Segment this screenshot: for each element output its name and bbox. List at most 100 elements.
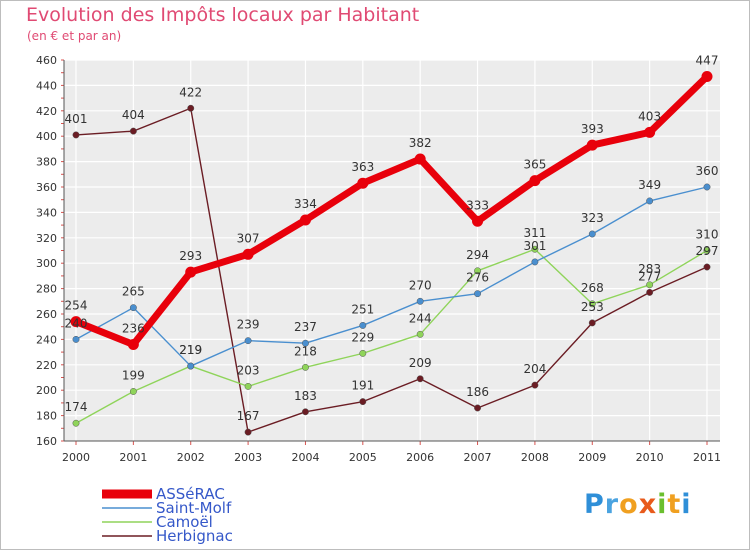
data-label: 403 [638,109,661,123]
data-point [703,183,711,191]
data-label: 323 [581,211,604,225]
data-point [357,177,369,189]
y-tick-label: 340 [36,206,57,219]
data-label: 229 [351,330,374,344]
logo-letter: i [681,489,692,520]
data-point [701,71,713,83]
data-label: 253 [581,300,604,314]
x-tick-label: 2000 [62,451,90,464]
data-point [244,382,252,390]
y-tick-label: 300 [36,257,57,270]
data-labels: 254 236 293 307 334 363 382 333 365 393 403 447 240 2… [65,54,719,424]
data-point [70,316,82,328]
data-label: 186 [466,385,489,399]
data-label: 251 [351,302,374,316]
plot-area [64,60,720,441]
data-label: 349 [638,178,661,192]
data-label: 401 [65,112,88,126]
data-point [416,375,424,383]
data-label: 183 [294,389,317,403]
data-label: 276 [466,271,489,285]
grid [64,59,720,441]
y-tick-label: 220 [36,359,57,372]
data-label: 422 [179,85,202,99]
data-point [474,404,481,412]
data-label: 301 [523,239,546,253]
logo-letter: x [638,489,658,520]
data-point [703,247,711,254]
y-tick-label: 320 [36,232,57,245]
legend-label: ASSéRAC [156,485,225,503]
data-point [588,300,596,308]
data-label: 167 [237,409,260,423]
data-label: 199 [122,368,145,382]
data-label: 333 [466,198,489,212]
data-label: 447 [696,54,719,68]
data-label: 311 [523,226,546,240]
data-point [185,266,197,278]
data-point [359,321,367,329]
data-point [646,288,654,296]
y-tick-label: 240 [36,333,57,346]
legend-label: Herbignac [156,527,233,545]
data-label: 236 [122,321,145,335]
series-line-Camoël [75,248,708,424]
y-tick-label: 200 [36,384,57,397]
data-point [302,408,309,416]
data-label: 240 [65,316,88,330]
series-lines [70,71,713,436]
data-label: 191 [351,379,374,393]
x-tick-label: 2001 [119,451,147,464]
x-tick-label: 2003 [234,451,262,464]
data-label: 293 [179,249,202,263]
x-tick-label: 2004 [291,451,319,464]
data-label: 393 [581,122,604,136]
data-label: 334 [294,197,317,211]
x-tick-label: 2011 [693,451,721,464]
data-label: 237 [294,320,317,334]
data-label: 209 [409,356,432,370]
data-label: 404 [122,108,145,122]
data-label: 277 [638,269,661,283]
chart-title: Evolution des Impôts locaux par Habitant [26,4,420,26]
data-point [414,153,426,165]
y-tick-label: 180 [36,410,57,423]
data-point [588,319,596,327]
data-point [302,363,309,371]
data-point [644,126,656,138]
data-point [72,419,80,427]
data-label: 365 [523,158,546,172]
data-label: 203 [237,363,260,377]
data-point [359,349,367,357]
data-label: 360 [696,164,719,178]
data-label: 174 [65,400,88,414]
data-label: 310 [696,228,719,242]
series-line-Herbignac [75,107,708,433]
y-tick-label: 440 [36,79,57,92]
data-label: 219 [179,343,202,357]
legend-label: Saint-Molf [156,499,232,517]
data-label: 239 [237,318,260,332]
x-tick-label: 2009 [578,451,606,464]
data-point [531,258,539,266]
data-label: 297 [696,244,719,258]
x-tick-label: 2002 [177,451,205,464]
y-tick-label: 420 [36,105,57,118]
data-label: 204 [523,362,546,376]
data-point [72,335,80,343]
y-tick-label: 460 [36,54,57,67]
x-tick-label: 2010 [636,451,664,464]
series-line-ASSéRAC [72,73,711,348]
y-tick-label: 400 [36,130,57,143]
data-point [531,381,539,389]
chart-subtitle: (en € et par an) [27,29,122,43]
data-label: 270 [409,278,432,292]
data-point [703,263,711,271]
data-point [187,362,195,370]
data-label: 268 [581,281,604,295]
data-label: 382 [409,136,432,150]
data-point [474,267,481,275]
data-point [242,248,254,260]
